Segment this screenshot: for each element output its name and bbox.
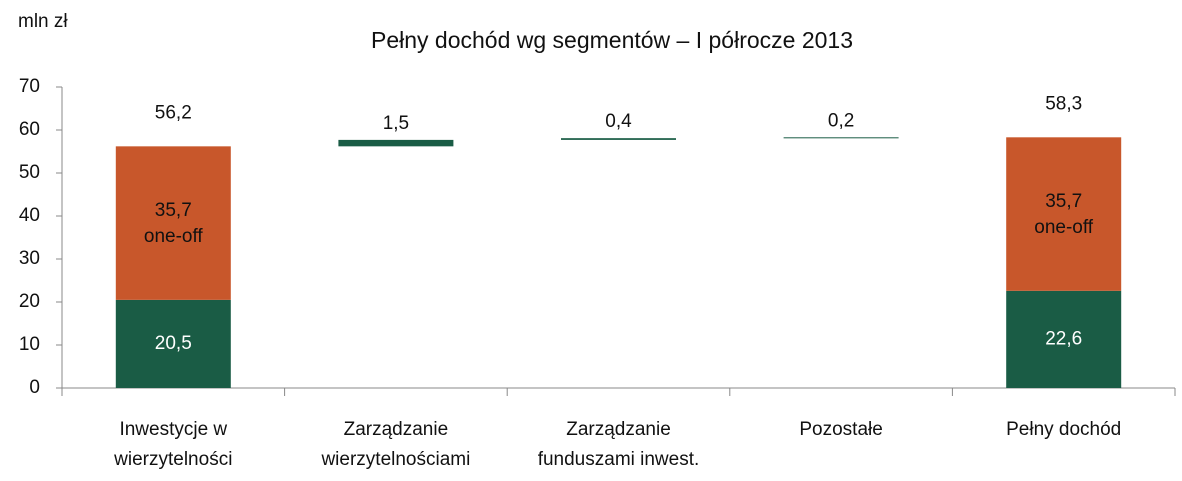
- total-label: 56,2: [155, 102, 192, 123]
- value-label: 35,7: [1045, 191, 1082, 212]
- bar: [1006, 137, 1122, 291]
- y-tick-label: 70: [19, 76, 40, 97]
- value-label: 0,4: [605, 111, 632, 132]
- y-tick-label: 60: [19, 119, 40, 140]
- bar: [115, 146, 231, 300]
- x-tick-label: Zarządzanie: [344, 419, 449, 440]
- y-tick-label: 0: [29, 377, 40, 398]
- bar: [115, 299, 231, 388]
- x-tick-label: Pozostałe: [799, 419, 882, 440]
- bar: [1006, 290, 1122, 388]
- x-tick-label: Pełny dochód: [1006, 419, 1121, 440]
- x-tick-label: wierzytelnościami: [320, 449, 470, 470]
- x-tick-label: Zarządzanie: [566, 419, 671, 440]
- bar: [783, 137, 899, 139]
- bar: [561, 138, 676, 140]
- value-label: 20,5: [155, 333, 192, 354]
- chart-title: Pełny dochód wg segmentów – I półrocze 2…: [371, 27, 853, 53]
- x-tick-label: wierzytelności: [113, 449, 232, 470]
- value-label: 22,6: [1045, 328, 1082, 349]
- value-label: 1,5: [383, 113, 409, 134]
- value-label: 35,7: [155, 200, 192, 221]
- y-axis-label: mln zł: [18, 11, 68, 32]
- x-tick-label: Inwestycje w: [119, 419, 227, 440]
- y-tick-label: 50: [19, 162, 40, 183]
- y-tick-label: 40: [19, 205, 40, 226]
- x-tick-label: funduszami inwest.: [538, 449, 700, 470]
- y-tick-label: 10: [19, 334, 40, 355]
- y-tick-label: 30: [19, 248, 40, 269]
- y-tick-label: 20: [19, 291, 40, 312]
- annotation: one-off: [1034, 217, 1094, 238]
- value-label: 0,2: [828, 110, 854, 131]
- bar: [338, 139, 454, 147]
- total-label: 58,3: [1045, 93, 1082, 114]
- annotation: one-off: [144, 226, 204, 247]
